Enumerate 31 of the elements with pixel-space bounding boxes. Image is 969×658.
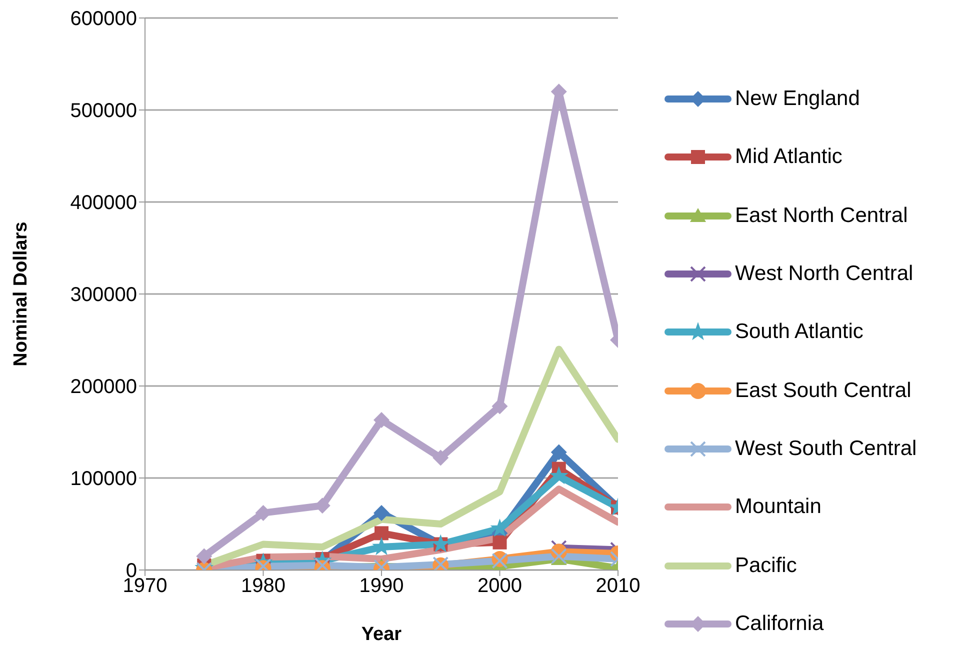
legend-label: West South Central [735, 436, 917, 461]
y-tick-label: 300000 [70, 284, 137, 306]
y-tick-label: 500000 [70, 100, 137, 122]
legend-label: California [735, 612, 824, 636]
legend-label: East South Central [735, 378, 912, 403]
legend-label: South Atlantic [735, 320, 864, 344]
legend-label: Mountain [735, 495, 822, 520]
y-axis-title: Nominal Dollars [10, 222, 32, 366]
x-tick-label: 2000 [478, 575, 522, 598]
x-tick-label: 1990 [359, 575, 404, 598]
legend-label: West North Central [735, 262, 914, 286]
y-tick-label: 400000 [70, 192, 137, 214]
point [196, 548, 212, 564]
point [549, 466, 568, 484]
point [374, 504, 390, 521]
point [490, 518, 510, 537]
point [550, 444, 567, 460]
point [374, 412, 390, 428]
x-tick-label: 2010 [596, 575, 640, 598]
x-tick-label: 1980 [241, 575, 286, 598]
y-tick-label: 100000 [70, 468, 137, 490]
y-tick-label: 600000 [70, 8, 137, 30]
legend-label: East North Central [735, 204, 908, 228]
point [432, 450, 449, 466]
legend-label: Mid Atlantic [735, 145, 842, 170]
legend-label: New England [735, 87, 860, 112]
point [492, 535, 507, 550]
y-tick-label: 200000 [70, 376, 137, 398]
legend-label: Pacific [735, 554, 797, 578]
point [374, 526, 388, 540]
x-axis-title: Year [361, 624, 402, 645]
